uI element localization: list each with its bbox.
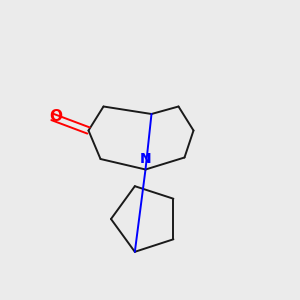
Text: N: N [140, 152, 151, 166]
Text: O: O [49, 109, 62, 124]
